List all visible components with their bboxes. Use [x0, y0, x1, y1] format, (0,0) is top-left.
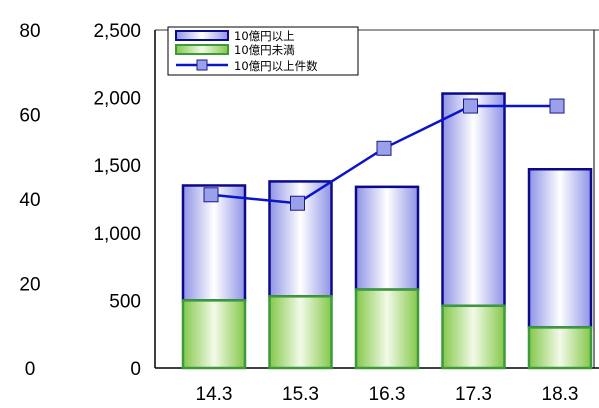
outer-tick-label: 20: [19, 275, 40, 296]
x-tick-label: 17.3: [455, 384, 492, 405]
outer-tick-label: 80: [19, 21, 40, 42]
count-marker: [290, 195, 305, 211]
bar-over-1bn: [354, 185, 420, 291]
bar-under-1bn: [181, 299, 247, 370]
bar-under-1bn: [441, 304, 506, 370]
legend-swatch-over: [175, 30, 229, 41]
x-tick-label: 18.3: [542, 384, 579, 405]
outer-tick-label: 0: [25, 359, 36, 380]
bar-under-1bn: [527, 326, 593, 370]
legend-label-under: 10億円未満: [234, 43, 295, 57]
x-tick-label: 15.3: [282, 384, 319, 405]
legend-swatch-under: [175, 44, 229, 55]
outer-tick-label: 60: [19, 106, 40, 127]
count-marker: [463, 98, 478, 114]
legend-label-count: 10億円以上件数: [234, 59, 318, 73]
left-tick-label: 1,500: [93, 156, 141, 177]
legend: 10億円以上 10億円未満 10億円以上件数: [167, 26, 359, 76]
legend-marker-count: [196, 59, 208, 71]
count-marker: [549, 98, 565, 114]
left-tick-label: 2,500: [93, 21, 141, 42]
left-tick-label: 1,000: [93, 224, 141, 245]
left-axis-ticks: 0 500 1,000 1,500 2,000 2,500: [93, 21, 141, 380]
bars: [181, 92, 593, 370]
left-tick-label: 500: [109, 291, 141, 312]
bar-over-1bn: [527, 168, 593, 329]
bar-under-1bn: [354, 288, 420, 370]
left-tick-label: 2,000: [93, 89, 141, 110]
count-line: [203, 98, 565, 211]
x-tick-label: 14.3: [196, 384, 233, 405]
outer-tick-label: 40: [19, 190, 40, 211]
bar-over-1bn: [181, 184, 247, 302]
left-tick-label: 0: [130, 359, 141, 380]
bar-under-1bn: [268, 295, 333, 370]
bar-over-1bn: [441, 92, 506, 308]
legend-label-over: 10億円以上: [234, 29, 295, 43]
x-axis-ticks: 14.3 15.3 16.3 17.3 18.3: [196, 384, 579, 405]
count-marker: [376, 140, 392, 156]
outer-axis-ticks: 0 20 40 60 80: [19, 21, 40, 380]
count-marker: [203, 187, 219, 203]
x-tick-label: 16.3: [369, 384, 406, 405]
